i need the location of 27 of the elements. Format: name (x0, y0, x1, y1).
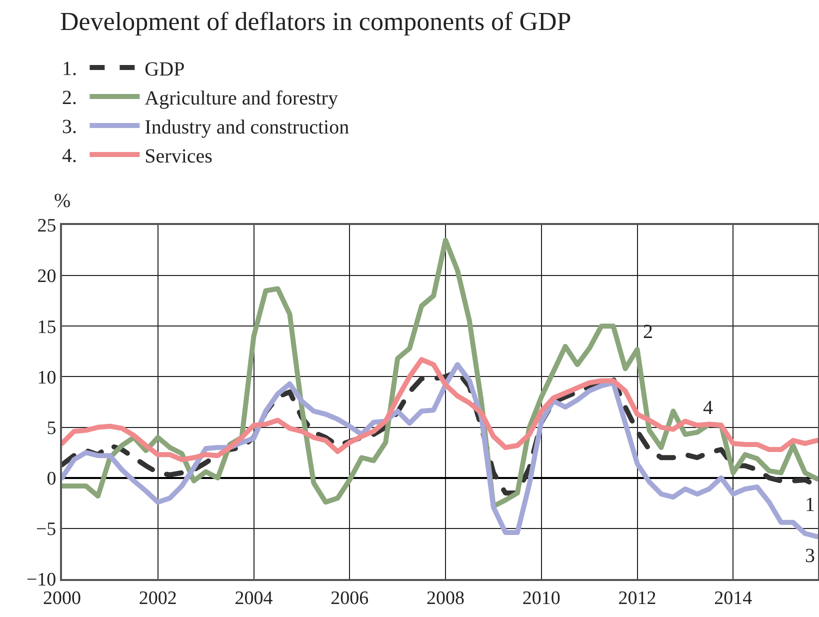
annotation: 3 (805, 545, 815, 567)
legend-label: Services (144, 145, 213, 168)
text: 1. (62, 58, 77, 80)
text: 4. (62, 145, 77, 167)
legend-label: Industry and construction (144, 116, 350, 138)
y-tick-label: 0 (46, 468, 56, 490)
y-tick-label: 10 (37, 367, 56, 388)
annotation: 4 (703, 397, 713, 419)
legend-label: GDP (144, 58, 185, 80)
text: 2. (62, 87, 77, 109)
chart-title: Development of deflators in components of GDP (60, 7, 572, 36)
y-axis-title: % (54, 190, 71, 212)
y-tick-label: 20 (37, 266, 56, 288)
y-tick-label: 15 (37, 316, 56, 338)
y-tick-label: 5 (46, 418, 56, 439)
y-tick-label: −5 (36, 519, 56, 540)
x-tick-label: 2008 (426, 588, 465, 609)
x-tick-label: 2010 (522, 588, 560, 609)
x-tick-label: 2014 (714, 588, 753, 609)
x-tick-label: 2012 (618, 588, 656, 609)
annotation: 1 (805, 494, 815, 516)
y-tick-label: 25 (37, 216, 56, 237)
text: 3. (62, 116, 77, 138)
x-tick-label: 2004 (234, 588, 274, 609)
legend-label: Agriculture and forestry (144, 87, 338, 110)
x-tick-label: 2006 (330, 588, 369, 609)
x-tick-label: 2002 (138, 588, 177, 609)
